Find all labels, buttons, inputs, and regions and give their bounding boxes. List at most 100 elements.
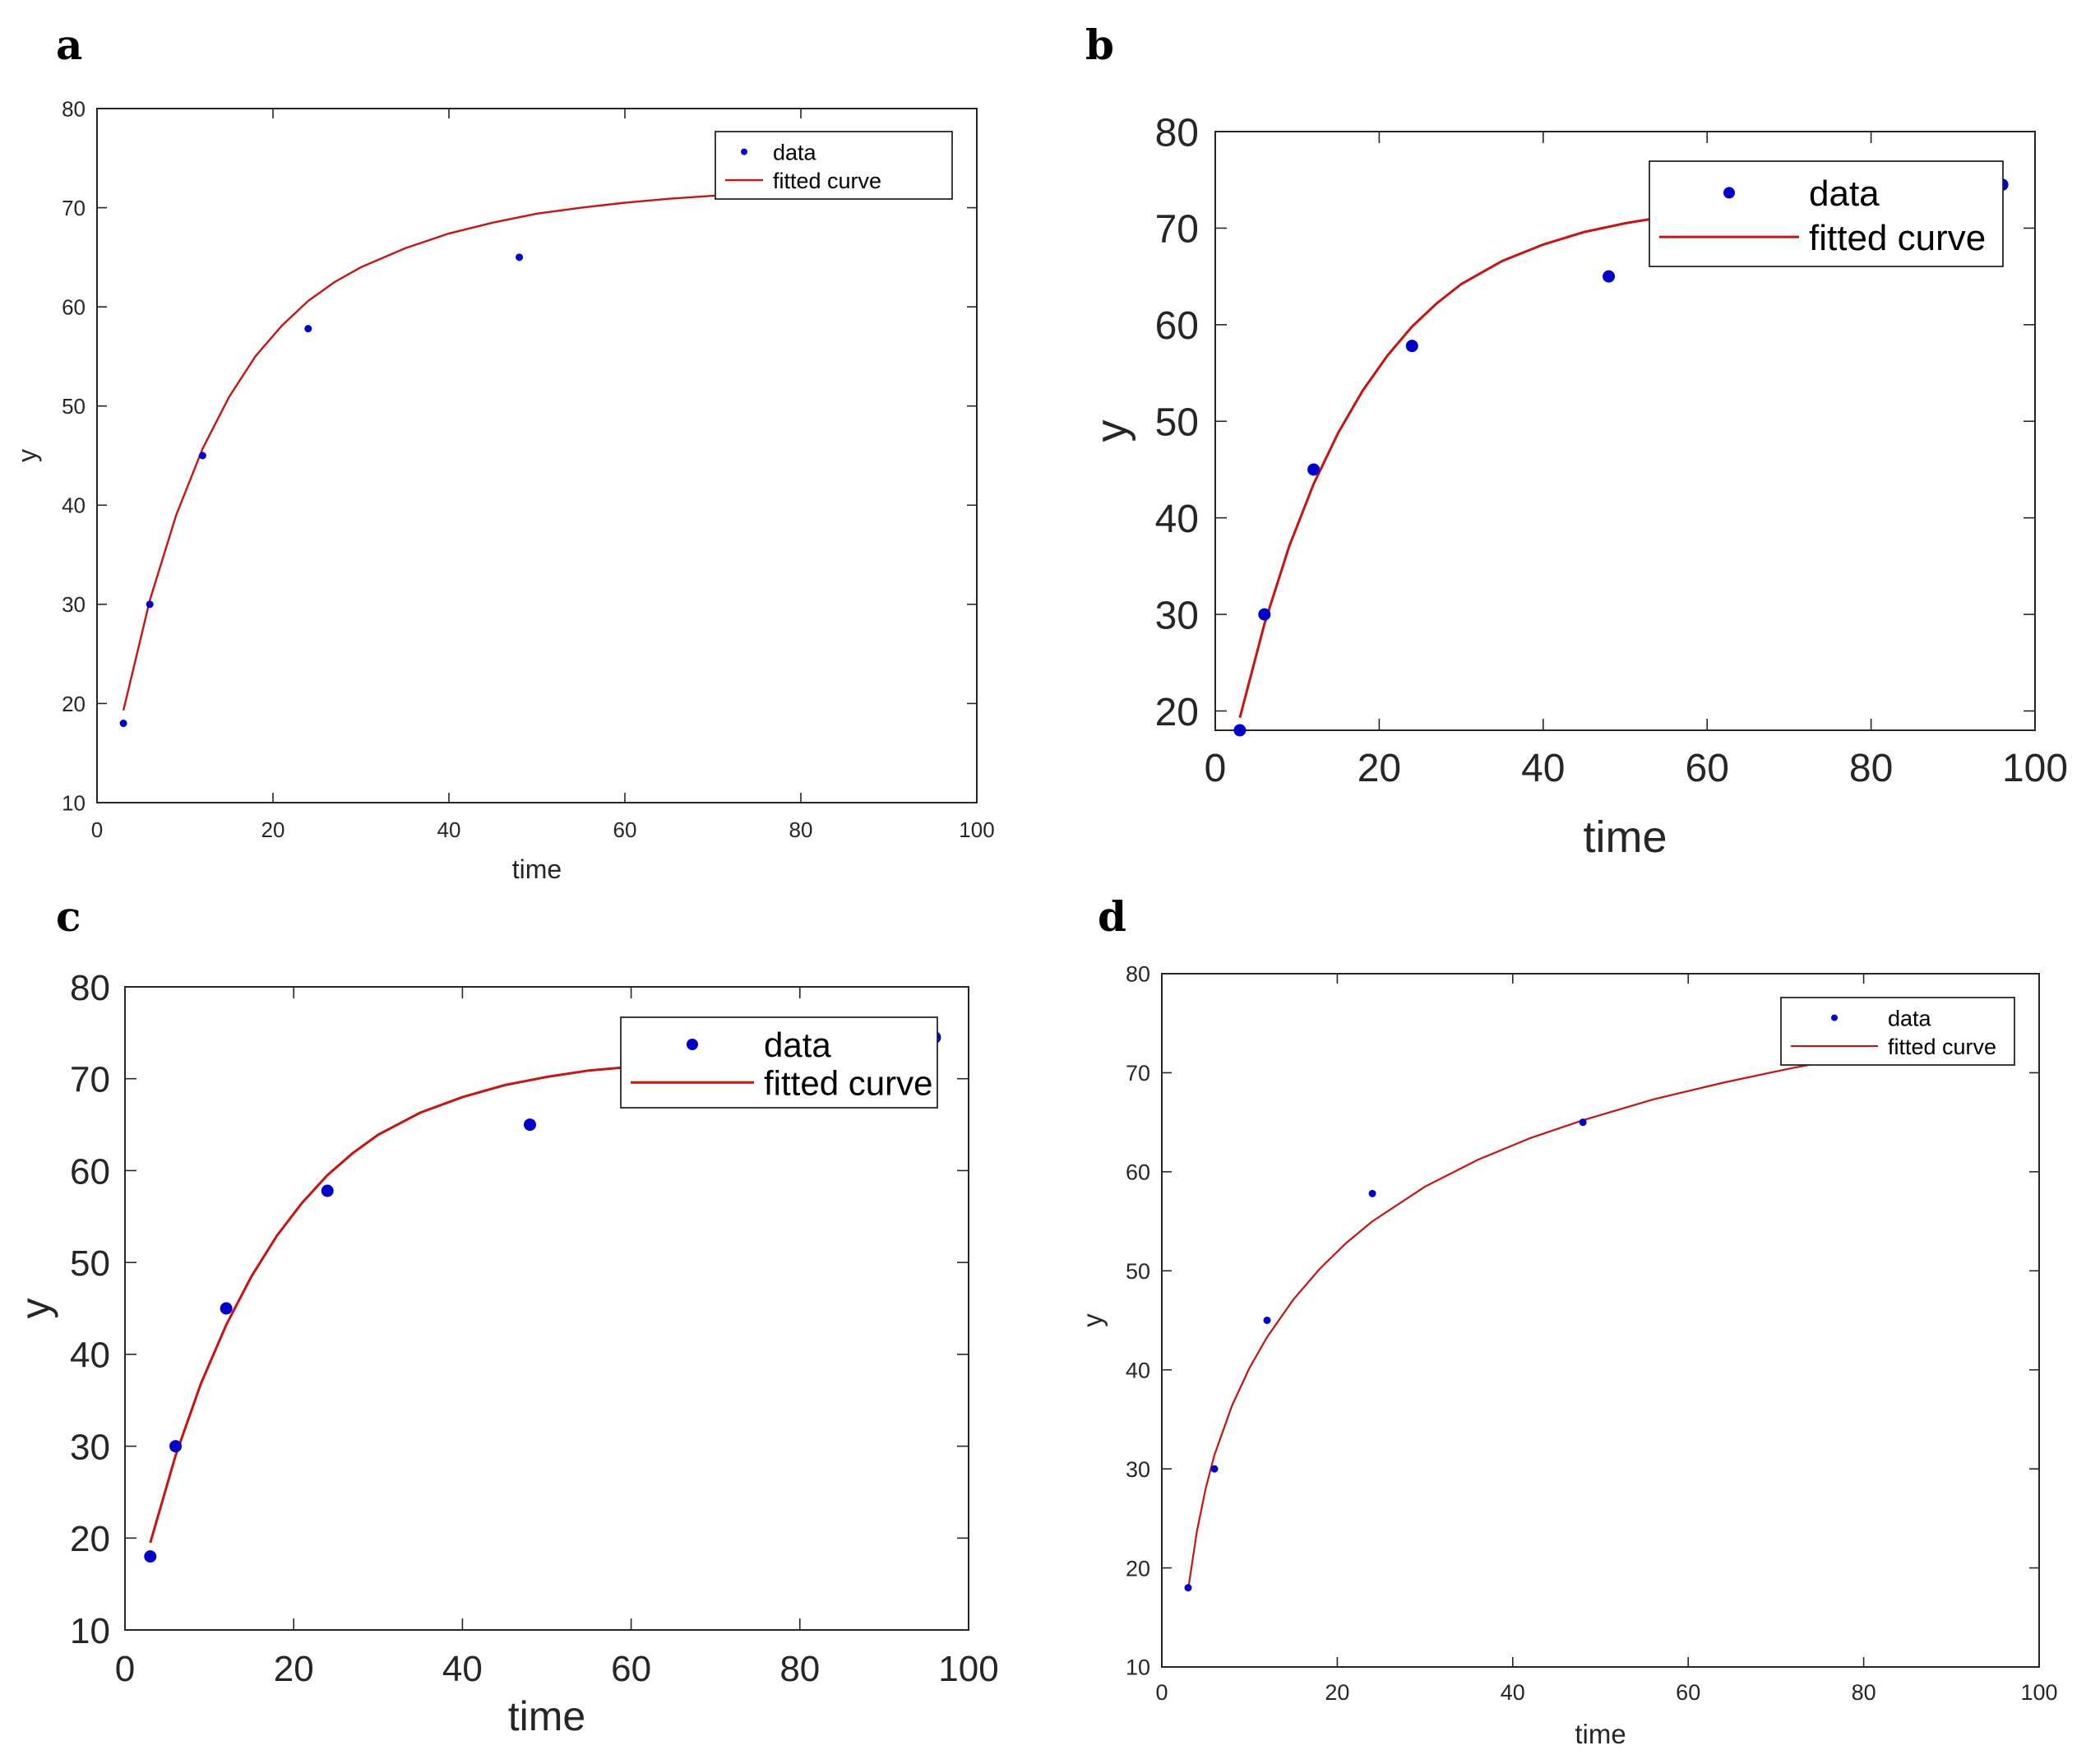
legend-data-marker (1831, 1014, 1838, 1021)
data-point (1579, 1118, 1587, 1127)
data-point (1307, 463, 1321, 476)
legend-curve-label: fitted curve (1809, 218, 1986, 258)
x-axis-label: time (1575, 1719, 1626, 1749)
legend-data-marker (741, 148, 747, 155)
legend-data-label: data (764, 1026, 831, 1064)
legend: data fitted curve (1780, 997, 2015, 1066)
y-tick-label: 20 (1126, 1556, 1150, 1581)
legend-data-marker (1723, 187, 1735, 199)
y-tick-label: 40 (1126, 1358, 1150, 1382)
x-tick-label: 60 (613, 817, 637, 842)
x-tick-label: 60 (1686, 747, 1729, 790)
data-point (144, 1550, 157, 1563)
y-axis-label: y (12, 449, 42, 462)
data-point (1210, 1465, 1219, 1473)
y-tick-label: 10 (1126, 1655, 1150, 1680)
x-tick-label: 0 (1155, 1680, 1168, 1705)
legend-curve-label: fitted curve (764, 1063, 932, 1102)
x-tick-label: 40 (442, 1649, 483, 1689)
y-tick-label: 70 (62, 196, 86, 220)
data-point (1603, 270, 1616, 283)
x-tick-label: 20 (1358, 747, 1401, 790)
y-tick-label: 70 (70, 1060, 110, 1100)
legend-curve-label: fitted curve (1888, 1035, 1996, 1059)
panel-letter: b (1085, 21, 1114, 69)
data-point (1405, 340, 1418, 353)
y-axis-label: y (1087, 420, 1136, 442)
y-tick-label: 40 (70, 1336, 110, 1376)
y-tick-label: 20 (70, 1519, 110, 1559)
fitted-curve-line (1186, 1034, 2005, 1590)
y-tick-label: 40 (62, 493, 86, 518)
legend-data-marker (687, 1039, 698, 1050)
legend-box (620, 1016, 938, 1109)
y-tick-label: 10 (70, 1611, 110, 1651)
x-tick-label: 0 (91, 817, 103, 842)
y-tick-label: 70 (1155, 208, 1199, 252)
y-tick-label: 50 (1126, 1259, 1150, 1284)
y-axis-label: y (12, 1299, 58, 1319)
y-tick-label: 30 (1155, 594, 1199, 637)
data-point (516, 253, 524, 262)
x-tick-label: 80 (779, 1649, 820, 1689)
y-tick-label: 70 (1126, 1061, 1150, 1086)
chart-panel-b: b0 20 40 60 80 10020304050607080timeydatafitt… (1085, 21, 2068, 862)
legend-data-label: data (1809, 174, 1880, 214)
y-tick-label: 50 (1155, 401, 1199, 445)
plot-area-frame (1161, 973, 2040, 1668)
data-point (523, 1118, 536, 1132)
x-tick-label: 0 (115, 1649, 135, 1689)
x-tick-label: 20 (274, 1649, 314, 1689)
x-tick-label: 40 (1521, 747, 1565, 790)
y-tick-label: 60 (1126, 1160, 1150, 1185)
data-point (321, 1184, 334, 1197)
y-tick-label: 80 (1126, 962, 1150, 987)
data-point (304, 325, 312, 333)
y-tick-label: 50 (70, 1243, 110, 1284)
panel-letter: c (56, 892, 81, 941)
x-tick-label: 0 (1205, 747, 1227, 790)
y-tick-label: 60 (70, 1151, 110, 1192)
chart-panel-a: a 0 20 40 60 80 100 10 20 30 40 50 60 70 80 time y data fi… (12, 21, 995, 884)
plot-area-frame (96, 108, 978, 803)
x-tick-label: 80 (1849, 747, 1893, 790)
data-point (146, 600, 154, 609)
x-axis-label: time (1583, 813, 1667, 862)
data-point (198, 451, 206, 460)
chart-panel-c: c 0 20 40 60 80 100 10 20 30 40 50 60 70 80 time y datafi… (12, 892, 999, 1739)
legend-data-label: data (773, 140, 817, 164)
plot-content (1186, 1034, 2005, 1590)
y-tick-label: 30 (70, 1427, 110, 1467)
x-tick-label: 40 (1501, 1680, 1525, 1705)
y-tick-label: 20 (1155, 691, 1199, 734)
x-tick-label: 100 (2020, 1680, 2057, 1705)
y-tick-label: 80 (70, 968, 110, 1008)
data-point (220, 1302, 233, 1315)
y-tick-label: 50 (62, 394, 86, 419)
x-tick-label: 80 (1852, 1680, 1876, 1705)
x-tick-label: 100 (938, 1649, 998, 1689)
y-tick-label: 60 (62, 295, 86, 320)
y-tick-label: 10 (62, 790, 86, 815)
data-point (1184, 1584, 1192, 1592)
y-axis-label: y (1077, 1313, 1108, 1327)
data-point (169, 1440, 183, 1453)
y-tick-label: 60 (1155, 304, 1199, 348)
legend-data-label: data (1888, 1006, 1932, 1030)
y-tick-label: 80 (1155, 111, 1199, 155)
x-tick-label: 40 (437, 817, 461, 842)
legend-box (1649, 160, 2004, 267)
y-tick-label: 20 (62, 692, 86, 716)
x-tick-label: 100 (959, 817, 994, 842)
x-tick-label: 20 (1325, 1680, 1349, 1705)
data-point (1263, 1317, 1271, 1324)
data-point (119, 720, 127, 728)
legend-box (1780, 997, 2015, 1066)
data-point (1368, 1189, 1376, 1197)
panel-letter: a (56, 21, 82, 69)
panel-letter: d (1098, 892, 1126, 941)
x-tick-label: 80 (789, 817, 813, 842)
x-tick-label: 60 (1676, 1680, 1700, 1705)
